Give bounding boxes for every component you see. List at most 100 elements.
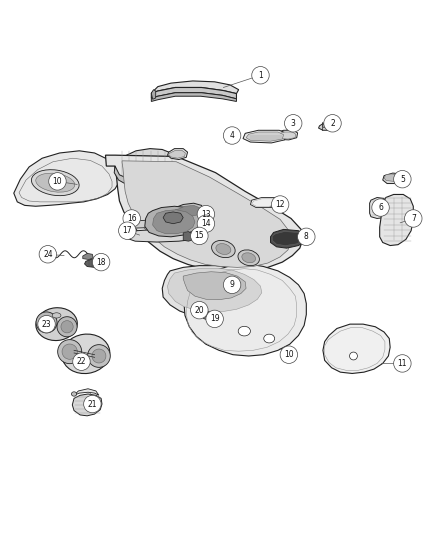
Polygon shape — [151, 90, 155, 99]
Ellipse shape — [194, 306, 201, 312]
Polygon shape — [151, 87, 237, 99]
Ellipse shape — [62, 334, 110, 374]
Text: 2: 2 — [330, 119, 335, 128]
Ellipse shape — [58, 340, 81, 364]
Text: 15: 15 — [194, 231, 204, 240]
Ellipse shape — [61, 321, 73, 333]
Text: 10: 10 — [284, 350, 293, 359]
Circle shape — [223, 276, 241, 294]
Circle shape — [197, 215, 215, 232]
Polygon shape — [72, 394, 102, 416]
Polygon shape — [168, 150, 185, 158]
Text: 4: 4 — [230, 131, 234, 140]
Polygon shape — [14, 151, 120, 206]
Ellipse shape — [36, 308, 77, 341]
Polygon shape — [122, 161, 291, 268]
Text: 13: 13 — [201, 209, 211, 219]
Ellipse shape — [71, 392, 77, 396]
Circle shape — [191, 302, 208, 319]
Circle shape — [206, 310, 223, 328]
Text: 19: 19 — [210, 314, 219, 324]
Polygon shape — [83, 253, 93, 260]
Circle shape — [123, 210, 141, 227]
Text: 9: 9 — [230, 280, 234, 289]
Polygon shape — [74, 389, 99, 395]
Polygon shape — [251, 198, 286, 207]
Polygon shape — [128, 220, 153, 228]
Polygon shape — [184, 264, 306, 356]
Ellipse shape — [242, 253, 255, 263]
Ellipse shape — [323, 124, 326, 128]
Polygon shape — [318, 122, 332, 130]
Text: 16: 16 — [127, 214, 137, 223]
Polygon shape — [85, 259, 102, 268]
Ellipse shape — [202, 311, 212, 319]
Polygon shape — [40, 251, 49, 257]
Circle shape — [119, 222, 136, 239]
Circle shape — [73, 353, 90, 370]
Ellipse shape — [216, 244, 231, 254]
Polygon shape — [127, 229, 196, 242]
Circle shape — [394, 354, 411, 372]
Text: 11: 11 — [398, 359, 407, 368]
Polygon shape — [115, 149, 176, 180]
Circle shape — [280, 346, 297, 364]
Polygon shape — [151, 81, 239, 94]
Polygon shape — [172, 203, 204, 219]
Ellipse shape — [238, 250, 259, 265]
Circle shape — [324, 115, 341, 132]
Circle shape — [272, 196, 289, 213]
Ellipse shape — [88, 345, 110, 367]
Text: 22: 22 — [77, 357, 86, 366]
Ellipse shape — [40, 316, 53, 329]
Polygon shape — [272, 231, 303, 246]
Ellipse shape — [399, 176, 404, 181]
Circle shape — [191, 227, 208, 245]
Circle shape — [252, 67, 269, 84]
Polygon shape — [383, 173, 405, 183]
Circle shape — [394, 171, 411, 188]
Polygon shape — [183, 231, 195, 241]
Polygon shape — [243, 130, 287, 143]
Text: 3: 3 — [291, 119, 296, 128]
Circle shape — [49, 173, 66, 190]
Ellipse shape — [52, 313, 61, 318]
Polygon shape — [323, 324, 390, 374]
Text: 5: 5 — [400, 175, 405, 184]
Ellipse shape — [62, 344, 78, 359]
Polygon shape — [370, 198, 386, 219]
Text: 21: 21 — [88, 400, 97, 408]
Ellipse shape — [350, 352, 357, 360]
Text: 7: 7 — [411, 214, 416, 223]
Circle shape — [372, 199, 389, 216]
Polygon shape — [384, 174, 401, 181]
Circle shape — [84, 395, 101, 413]
Circle shape — [285, 115, 302, 132]
Ellipse shape — [264, 334, 275, 343]
Text: 24: 24 — [43, 250, 53, 259]
Polygon shape — [380, 195, 413, 246]
Polygon shape — [183, 272, 246, 300]
Text: 6: 6 — [378, 203, 383, 212]
Text: 23: 23 — [42, 320, 51, 329]
Text: 1: 1 — [258, 71, 263, 80]
Ellipse shape — [238, 326, 251, 336]
Text: 10: 10 — [53, 177, 62, 186]
Polygon shape — [167, 149, 187, 159]
Text: 12: 12 — [276, 200, 285, 209]
Text: 8: 8 — [304, 232, 309, 241]
Circle shape — [405, 210, 422, 227]
Polygon shape — [175, 205, 201, 216]
Polygon shape — [151, 93, 237, 101]
Polygon shape — [152, 210, 195, 234]
Text: 17: 17 — [123, 226, 132, 235]
Circle shape — [92, 253, 110, 271]
Polygon shape — [162, 265, 275, 319]
Text: 20: 20 — [194, 305, 204, 314]
Polygon shape — [106, 155, 303, 272]
Polygon shape — [173, 217, 206, 224]
Polygon shape — [276, 132, 296, 139]
Polygon shape — [246, 132, 284, 141]
Text: 18: 18 — [96, 257, 106, 266]
Polygon shape — [271, 229, 305, 248]
